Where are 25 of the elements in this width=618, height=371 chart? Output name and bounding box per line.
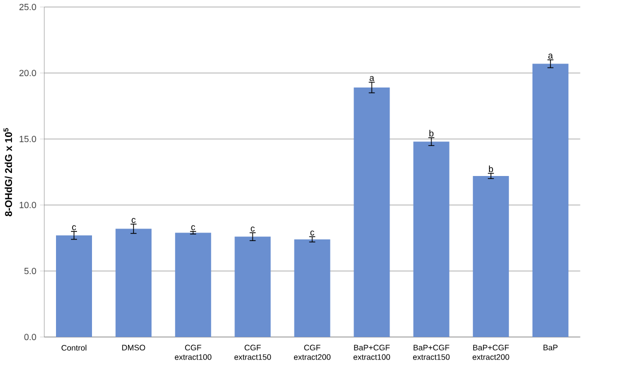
bar xyxy=(413,142,450,337)
annotation: c xyxy=(310,230,314,236)
annotation: b xyxy=(488,166,493,172)
annotation: b xyxy=(429,130,434,136)
annotation: c xyxy=(191,225,196,230)
annotation: c xyxy=(250,226,255,232)
y-tick-label: 25.0 xyxy=(19,4,36,10)
bar xyxy=(354,88,390,337)
bar xyxy=(56,235,92,337)
y-tick-label: 15.0 xyxy=(20,136,36,142)
bar xyxy=(234,236,271,337)
annotation: a xyxy=(370,76,374,82)
y-axis-title: 8-OHdG/ 2dG x 10$^{5}$ xyxy=(4,128,12,216)
annotation: c xyxy=(132,218,136,223)
y-tick-label: 0.0 xyxy=(24,334,36,340)
bar xyxy=(294,239,330,337)
bar xyxy=(472,176,509,337)
y-tick-label: 20.0 xyxy=(19,70,36,76)
y-tick-label: 10.0 xyxy=(20,202,36,208)
bar xyxy=(116,228,152,337)
annotation: c xyxy=(72,225,76,230)
y-tick-label: 5.0 xyxy=(24,268,36,274)
bar xyxy=(532,64,568,337)
bar xyxy=(175,232,212,337)
annotation: a xyxy=(548,54,553,59)
